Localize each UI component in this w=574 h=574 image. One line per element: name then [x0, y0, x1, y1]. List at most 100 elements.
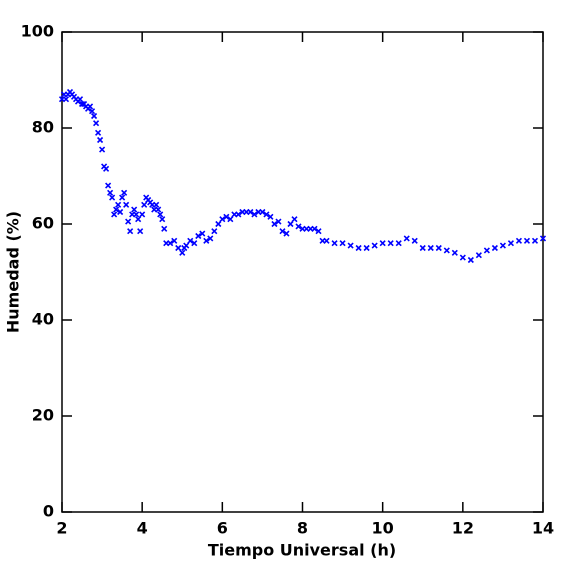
x-axis-label: Tiempo Universal (h)	[208, 541, 396, 560]
point	[279, 228, 286, 235]
point	[379, 240, 386, 247]
point	[207, 235, 214, 242]
point	[109, 194, 116, 201]
point	[531, 237, 539, 244]
y-tick-label: 40	[32, 310, 54, 329]
point	[435, 244, 442, 252]
point	[159, 216, 166, 223]
point	[125, 218, 132, 225]
point	[91, 112, 98, 120]
point	[113, 206, 120, 213]
point	[167, 240, 174, 247]
point	[135, 216, 142, 223]
x-tick-label: 14	[532, 519, 554, 538]
y-axis-label: Humedad (%)	[4, 211, 23, 333]
point	[271, 220, 278, 228]
point	[171, 237, 178, 244]
point	[141, 201, 148, 208]
point	[539, 235, 547, 242]
point	[499, 242, 506, 249]
point	[287, 220, 294, 228]
point	[211, 228, 218, 235]
point	[155, 206, 162, 213]
point	[283, 230, 290, 237]
point	[247, 208, 254, 216]
point	[291, 216, 298, 223]
point	[175, 244, 182, 252]
x-tick-label: 2	[56, 519, 67, 538]
point	[183, 242, 190, 249]
point	[103, 165, 110, 172]
point	[467, 256, 474, 264]
point	[123, 201, 130, 208]
point	[115, 201, 122, 208]
point	[203, 237, 210, 244]
point	[187, 237, 194, 244]
point	[133, 211, 140, 218]
x-tick-label: 12	[452, 519, 474, 538]
point	[107, 189, 114, 196]
point	[137, 228, 144, 235]
y-tick-label: 60	[32, 214, 54, 233]
point	[371, 242, 378, 249]
y-tick-label: 100	[21, 22, 54, 41]
point	[235, 211, 242, 218]
point	[355, 244, 362, 252]
point	[121, 189, 128, 196]
y-tick-label: 80	[32, 118, 54, 137]
point	[311, 225, 318, 232]
point	[117, 208, 124, 216]
point	[443, 247, 450, 254]
point	[263, 211, 270, 218]
point	[111, 211, 118, 218]
point	[119, 194, 126, 201]
point	[161, 225, 168, 232]
point	[157, 211, 164, 218]
point	[131, 206, 138, 213]
point	[395, 240, 402, 247]
point	[347, 242, 354, 249]
point	[507, 240, 514, 247]
y-tick-label: 20	[32, 406, 54, 425]
point	[323, 237, 330, 244]
point	[251, 211, 258, 218]
plot-frame	[61, 31, 544, 513]
y-tick-label: 0	[43, 502, 54, 521]
point	[451, 249, 458, 256]
point	[339, 240, 346, 247]
point	[363, 244, 370, 252]
point	[76, 96, 84, 103]
point	[215, 220, 222, 228]
point	[295, 223, 302, 230]
x-tick-label: 4	[137, 519, 148, 538]
point	[223, 213, 230, 220]
point	[427, 244, 434, 252]
point	[95, 129, 102, 136]
point	[139, 211, 146, 218]
point	[227, 216, 234, 223]
point	[459, 254, 466, 261]
point	[105, 182, 112, 189]
point	[515, 237, 523, 244]
point	[483, 247, 490, 254]
point	[86, 103, 94, 110]
point	[411, 237, 418, 244]
point	[62, 96, 70, 103]
point	[387, 240, 394, 247]
point	[88, 108, 96, 115]
point	[475, 252, 482, 259]
point	[419, 244, 426, 252]
point	[195, 232, 202, 240]
point	[315, 228, 322, 235]
point	[153, 201, 160, 208]
point	[199, 230, 206, 237]
point	[331, 240, 338, 247]
point	[97, 136, 104, 144]
point	[267, 213, 274, 220]
point	[403, 235, 410, 242]
point	[191, 240, 198, 247]
point	[78, 100, 86, 108]
point	[93, 120, 100, 127]
point	[523, 237, 531, 244]
